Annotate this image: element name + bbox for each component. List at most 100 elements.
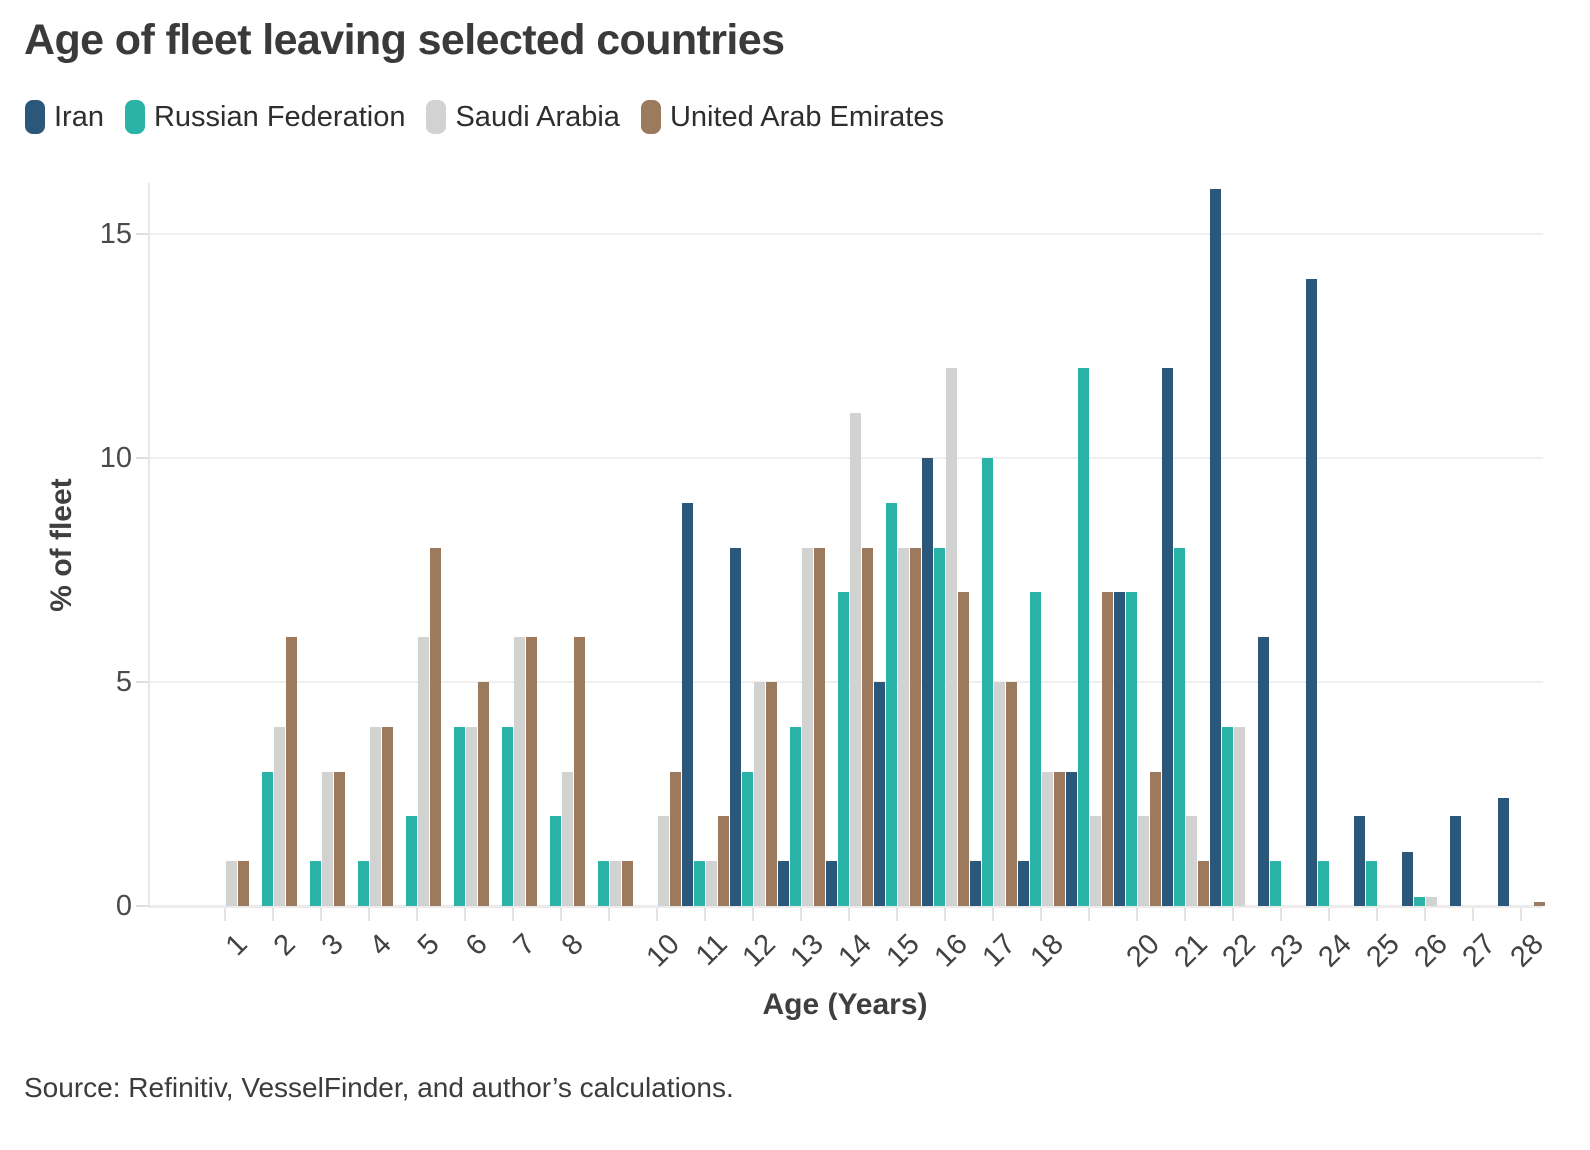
x-axis-title: Age (Years)	[762, 988, 928, 1021]
bar-russian-federation-age-3	[310, 861, 321, 906]
legend-item-russian-federation: Russian Federation	[124, 100, 405, 134]
bar-saudi-arabia-age-2	[274, 727, 285, 906]
bar-russian-federation-age-2	[262, 772, 273, 906]
x-tick-age-14	[848, 908, 850, 921]
bar-iran-age-19	[1066, 772, 1077, 906]
bar-iran-age-13	[778, 861, 789, 906]
y-tick-mark	[136, 457, 148, 459]
bar-russian-federation-age-24	[1318, 861, 1329, 906]
bar-russian-federation-age-23	[1270, 861, 1281, 906]
x-tick-age-6	[464, 908, 466, 921]
x-tick-label-age-8: 8	[555, 928, 590, 963]
y-tick-mark	[136, 905, 148, 907]
bar-russian-federation-age-9	[598, 861, 609, 906]
bar-iran-age-20	[1114, 592, 1125, 906]
bar-iran-age-23	[1258, 637, 1269, 906]
bar-united-arab-emirates-age-20	[1150, 772, 1161, 906]
x-tick-age-21	[1184, 908, 1186, 921]
bar-united-arab-emirates-age-7	[526, 637, 537, 906]
x-tick-label-age-18: 18	[1024, 928, 1070, 974]
x-tick-age-22	[1232, 908, 1234, 921]
bar-russian-federation-age-15	[886, 503, 897, 906]
bar-russian-federation-age-8	[550, 816, 561, 906]
bar-united-arab-emirates-age-19	[1102, 592, 1113, 906]
bar-russian-federation-age-17	[982, 458, 993, 906]
bar-united-arab-emirates-age-18	[1054, 772, 1065, 906]
bar-iran-age-15	[874, 682, 885, 906]
bar-united-arab-emirates-age-13	[814, 548, 825, 906]
legend-swatch-iran	[25, 100, 45, 134]
x-tick-label-age-4: 4	[363, 928, 398, 963]
bar-russian-federation-age-18	[1030, 592, 1041, 906]
x-tick-age-7	[512, 908, 514, 921]
legend-swatch-united-arab-emirates	[640, 100, 661, 134]
bar-saudi-arabia-age-12	[754, 682, 765, 906]
legend-swatch-saudi-arabia	[426, 100, 447, 134]
x-tick-age-27	[1472, 908, 1474, 921]
bar-united-arab-emirates-age-28	[1534, 902, 1545, 906]
legend-label: Saudi Arabia	[455, 100, 620, 133]
bar-iran-age-22	[1210, 189, 1221, 906]
bar-russian-federation-age-5	[406, 816, 417, 906]
gridline-10	[148, 457, 1543, 459]
bar-saudi-arabia-age-17	[994, 682, 1005, 906]
legend-label: United Arab Emirates	[669, 100, 944, 133]
bar-united-arab-emirates-age-2	[286, 637, 297, 906]
bar-russian-federation-age-6	[454, 727, 465, 906]
x-tick-age-24	[1328, 908, 1330, 921]
x-tick-age-26	[1424, 908, 1426, 921]
legend-label: Iran	[54, 100, 104, 133]
bar-iran-age-28	[1498, 798, 1509, 906]
bar-saudi-arabia-age-4	[370, 727, 381, 906]
x-tick-label-age-27: 27	[1456, 928, 1502, 974]
x-tick-label-age-15: 15	[880, 928, 926, 974]
x-tick-age-19	[1088, 908, 1090, 921]
x-tick-age-3	[320, 908, 322, 921]
bar-united-arab-emirates-age-1	[238, 861, 249, 906]
x-tick-age-23	[1280, 908, 1282, 921]
x-tick-label-age-22: 22	[1216, 928, 1262, 974]
x-tick-age-25	[1376, 908, 1378, 921]
bar-united-arab-emirates-age-14	[862, 548, 873, 906]
bar-russian-federation-age-4	[358, 861, 369, 906]
x-tick-label-age-14: 14	[832, 928, 878, 974]
x-tick-age-28	[1520, 908, 1522, 921]
x-tick-age-2	[272, 908, 274, 921]
bar-saudi-arabia-age-7	[514, 637, 525, 906]
bar-iran-age-17	[970, 861, 981, 906]
bar-united-arab-emirates-age-8	[574, 637, 585, 906]
legend-swatch-russian-federation	[124, 100, 145, 134]
bar-saudi-arabia-age-15	[898, 548, 909, 906]
bar-saudi-arabia-age-19	[1090, 816, 1101, 906]
x-tick-label-age-1: 1	[219, 928, 254, 963]
bar-united-arab-emirates-age-15	[910, 548, 921, 906]
bar-saudi-arabia-age-14	[850, 413, 861, 906]
x-tick-label-age-17: 17	[976, 928, 1022, 974]
bar-saudi-arabia-age-1	[226, 861, 237, 906]
bar-iran-age-26	[1402, 852, 1413, 906]
bar-russian-federation-age-19	[1078, 368, 1089, 906]
bar-russian-federation-age-11	[694, 861, 705, 906]
bar-iran-age-12	[730, 548, 741, 906]
bar-united-arab-emirates-age-12	[766, 682, 777, 906]
bar-iran-age-21	[1162, 368, 1173, 906]
x-tick-label-age-28: 28	[1504, 928, 1550, 974]
bar-russian-federation-age-26	[1414, 897, 1425, 906]
bar-saudi-arabia-age-21	[1186, 816, 1197, 906]
x-tick-label-age-25: 25	[1360, 928, 1406, 974]
x-tick-label-age-11: 11	[689, 928, 734, 972]
bar-united-arab-emirates-age-9	[622, 861, 633, 906]
bar-united-arab-emirates-age-17	[1006, 682, 1017, 906]
y-tick-mark	[136, 233, 148, 235]
bar-saudi-arabia-age-13	[802, 548, 813, 906]
bar-united-arab-emirates-age-11	[718, 816, 729, 906]
x-tick-label-age-20: 20	[1120, 928, 1166, 974]
x-tick-age-1	[224, 908, 226, 921]
source-note: Source: Refinitiv, VesselFinder, and aut…	[24, 1072, 734, 1103]
x-tick-label-age-23: 23	[1264, 928, 1310, 974]
y-axis-line	[148, 183, 150, 908]
x-tick-age-13	[800, 908, 802, 921]
x-tick-label-age-5: 5	[411, 928, 446, 963]
bar-russian-federation-age-21	[1174, 548, 1185, 906]
